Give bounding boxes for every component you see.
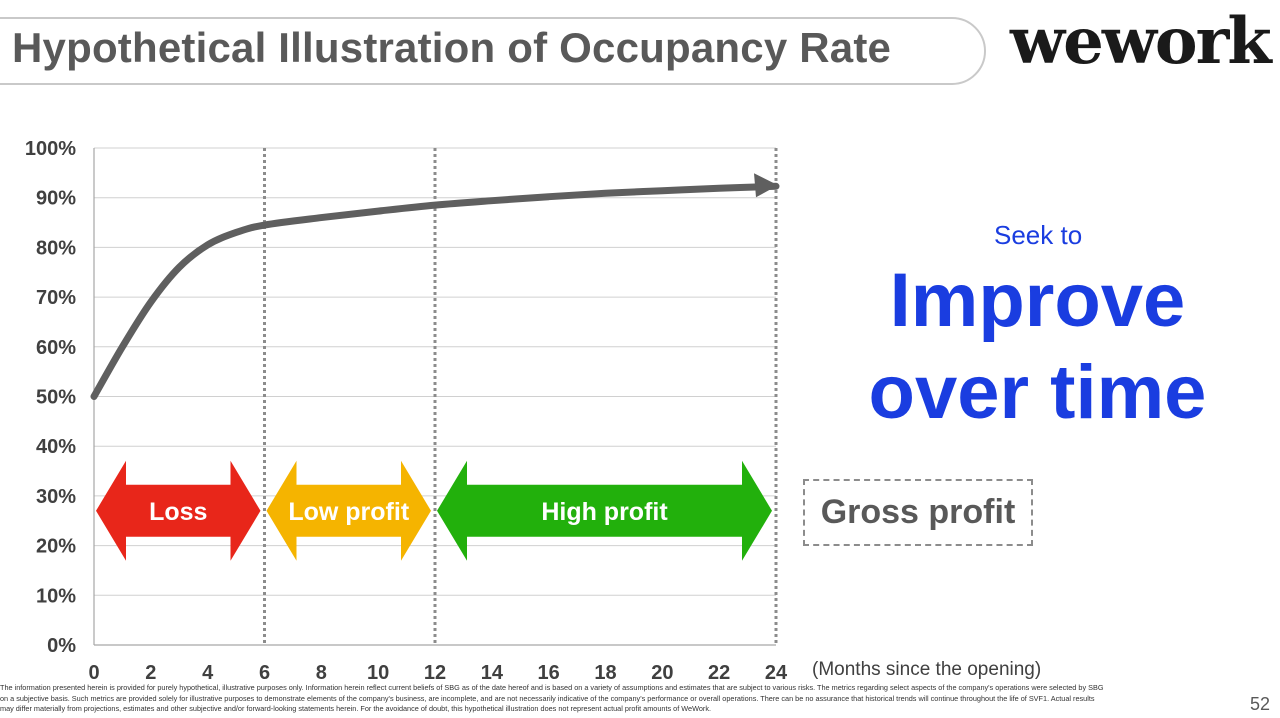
phase-arrow-label: Low profit xyxy=(288,498,409,526)
x-tick-label: 20 xyxy=(651,662,673,684)
phase-arrow xyxy=(266,460,431,561)
seek-to-text: Seek to xyxy=(994,220,1083,250)
x-tick-label: 12 xyxy=(424,662,446,684)
x-tick-label: 6 xyxy=(259,662,270,684)
occupancy-line xyxy=(90,182,780,400)
phase-arrow xyxy=(437,460,772,561)
y-tick-label: 20% xyxy=(36,536,76,558)
y-tick-label: 40% xyxy=(36,436,76,458)
y-tick-label: 80% xyxy=(36,237,76,259)
y-tick-label: 60% xyxy=(36,337,76,359)
y-tick-label: 70% xyxy=(36,287,76,309)
phase-arrow-label: Loss xyxy=(149,498,207,526)
page-title: Hypothetical Illustration of Occupancy R… xyxy=(12,24,892,71)
gross-profit-label: Gross profit xyxy=(820,493,1016,531)
y-tick-label: 100% xyxy=(25,138,76,160)
x-tick-label: 0 xyxy=(88,662,99,684)
x-tick-label: 2 xyxy=(145,662,156,684)
x-axis-title: (Months since the opening) xyxy=(812,659,1041,680)
improve-over-time-text: Improve over time xyxy=(868,258,1207,435)
x-tick-label: 24 xyxy=(765,662,788,684)
x-tick-label: 10 xyxy=(367,662,389,684)
x-tick-label: 16 xyxy=(538,662,560,684)
page-number: 52 xyxy=(1250,694,1271,714)
x-tick-label: 4 xyxy=(202,662,214,684)
x-tick-label: 8 xyxy=(316,662,327,684)
y-tick-label: 90% xyxy=(36,188,76,210)
phase-arrow xyxy=(96,460,261,561)
occupancy-arrowhead xyxy=(754,173,778,198)
disclaimer-text: The information presented herein is prov… xyxy=(0,683,1104,713)
gross-profit-box: Gross profit xyxy=(803,479,1033,546)
x-tick-label: 22 xyxy=(708,662,730,684)
y-tick-label: 0% xyxy=(47,635,76,657)
x-tick-label: 14 xyxy=(481,662,504,684)
phase-arrow-label: High profit xyxy=(541,498,668,526)
y-tick-label: 10% xyxy=(36,585,76,607)
wework-logo: wework xyxy=(1010,4,1272,79)
x-tick-label: 18 xyxy=(594,662,616,684)
y-tick-label: 30% xyxy=(36,486,76,508)
y-tick-label: 50% xyxy=(36,387,76,409)
title-banner xyxy=(0,17,986,85)
